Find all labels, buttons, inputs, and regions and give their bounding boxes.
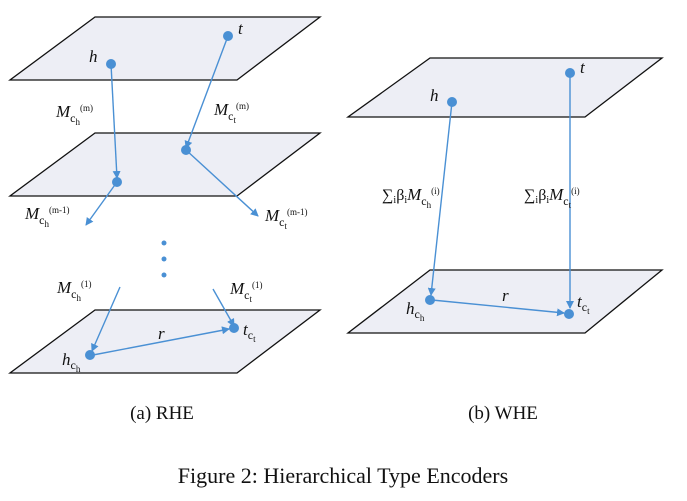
rhe-label-mh-1: Mch(1)	[56, 278, 92, 303]
rhe-node-tc	[229, 323, 239, 333]
rhe-label-mt-m: Mct(m)	[213, 100, 249, 125]
whe-node-hc	[425, 295, 435, 305]
rhe-arrow-h-1	[91, 286, 121, 352]
rhe-arrow-t-m1	[185, 149, 259, 217]
whe-node-t	[565, 68, 575, 78]
rhe-label-t: t	[238, 19, 244, 38]
rhe-arrow-t-1	[212, 288, 235, 327]
rhe-node-hc	[85, 350, 95, 360]
whe-label-sum-t: ∑iβiMct(i)	[524, 185, 580, 210]
whe-label-t: t	[580, 58, 586, 77]
rhe-ellipsis-icon	[161, 240, 167, 278]
rhe-arrow-r	[92, 326, 230, 356]
rhe-label-mt-1: Mct(1)	[229, 279, 263, 304]
whe-label-h: h	[430, 86, 439, 105]
whe-label-sum-h: ∑iβiMch(i)	[382, 185, 440, 210]
whe-diagram: h t ∑iβiMch(i) ∑iβiMct(i) r hch tct	[345, 57, 664, 334]
caption-a: (a) RHE	[130, 403, 194, 424]
rhe-label-hc: hch	[62, 350, 81, 374]
rhe-arrow-h-m1	[85, 181, 118, 226]
rhe-plane-middle	[8, 132, 322, 197]
whe-plane-top	[345, 57, 664, 118]
rhe-label-mh-m: Mch(m)	[55, 102, 93, 127]
rhe-arrow-h-down	[110, 63, 121, 179]
whe-label-tc: tct	[577, 292, 590, 316]
rhe-label-r: r	[158, 324, 165, 343]
rhe-arrow-t-down	[184, 35, 229, 149]
rhe-node-mid-t	[181, 145, 191, 155]
rhe-node-t	[223, 31, 233, 41]
whe-node-tc	[564, 309, 574, 319]
rhe-node-h	[106, 59, 116, 69]
whe-label-r: r	[502, 286, 509, 305]
rhe-label-mh-m1: Mch(m-1)	[24, 204, 70, 229]
whe-arrow-h-down	[427, 101, 453, 296]
rhe-diagram: h t Mch(m) Mct(m) Mch(m-1) Mct(m-1) Mch(…	[8, 16, 322, 374]
whe-label-hc: hch	[406, 299, 425, 323]
whe-arrow-r	[431, 299, 565, 317]
rhe-label-h: h	[89, 47, 98, 66]
whe-plane-bottom	[346, 269, 664, 334]
rhe-label-mt-m1: Mct(m-1)	[264, 206, 308, 231]
figure-caption: Figure 2: Hierarchical Type Encoders	[178, 463, 508, 488]
rhe-label-tc: tct	[243, 320, 256, 344]
whe-node-h	[447, 97, 457, 107]
caption-b: (b) WHE	[468, 403, 538, 424]
rhe-plane-top	[8, 16, 322, 81]
rhe-node-mid-h	[112, 177, 122, 187]
